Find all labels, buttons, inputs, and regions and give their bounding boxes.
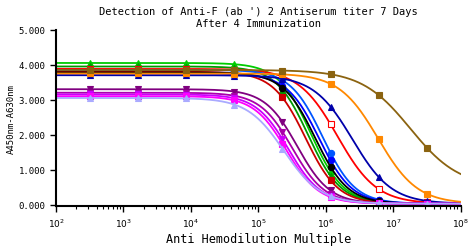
X-axis label: Anti Hemodilution Multiple: Anti Hemodilution Multiple — [166, 232, 351, 245]
Title: Detection of Anti-F (ab ') 2 Antiserum titer 7 Days
After 4 Immunization: Detection of Anti-F (ab ') 2 Antiserum t… — [99, 7, 417, 28]
Y-axis label: A450nm-A630nm: A450nm-A630nm — [7, 84, 16, 153]
